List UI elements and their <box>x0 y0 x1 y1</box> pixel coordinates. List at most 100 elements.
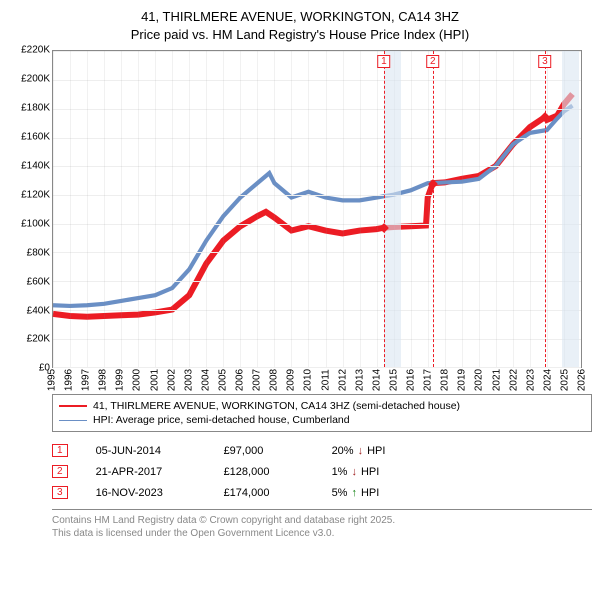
y-tick-label: £60K <box>27 276 50 287</box>
x-tick-label: 2007 <box>252 369 263 391</box>
x-tick-label: 2012 <box>337 369 348 391</box>
event-row: 221-APR-2017£128,0001%↓HPI <box>52 461 592 482</box>
event-delta: 20%↓HPI <box>332 445 386 457</box>
event-dashline <box>433 51 434 367</box>
series-hpi <box>53 106 572 306</box>
legend: 41, THIRLMERE AVENUE, WORKINGTON, CA14 3… <box>52 394 592 432</box>
gridline-v <box>138 51 139 367</box>
x-axis: 1995199619971998199920002001200220032004… <box>52 368 582 390</box>
event-number: 1 <box>52 444 68 457</box>
event-marker-label: 2 <box>426 55 440 68</box>
x-tick-label: 2014 <box>371 369 382 391</box>
footer: Contains HM Land Registry data © Crown c… <box>52 509 592 540</box>
gridline-v <box>581 51 582 367</box>
x-tick-label: 2001 <box>149 369 160 391</box>
gridline-v <box>377 51 378 367</box>
x-tick-label: 1996 <box>64 369 75 391</box>
event-date: 16-NOV-2023 <box>96 487 196 499</box>
x-tick-label: 2008 <box>269 369 280 391</box>
x-tick-label: 2018 <box>440 369 451 391</box>
gridline-v <box>104 51 105 367</box>
event-delta-pct: 5% <box>332 487 348 499</box>
legend-swatch <box>59 405 87 407</box>
legend-label: 41, THIRLMERE AVENUE, WORKINGTON, CA14 3… <box>93 400 460 412</box>
highlight-band <box>562 51 579 367</box>
gridline-v <box>257 51 258 367</box>
x-tick-label: 2010 <box>303 369 314 391</box>
gridline-h <box>53 339 581 340</box>
x-tick-label: 2019 <box>457 369 468 391</box>
y-axis: £0£20K£40K£60K£80K£100K£120K£140K£160K£1… <box>8 50 52 368</box>
footer-line-1: Contains HM Land Registry data © Crown c… <box>52 514 592 527</box>
gridline-v <box>87 51 88 367</box>
legend-swatch <box>59 420 87 421</box>
gridline-v <box>479 51 480 367</box>
gridline-h <box>53 224 581 225</box>
x-tick-label: 2015 <box>388 369 399 391</box>
x-tick-label: 2023 <box>525 369 536 391</box>
y-tick-label: £200K <box>21 74 50 85</box>
gridline-v <box>360 51 361 367</box>
x-tick-label: 2004 <box>200 369 211 391</box>
event-dashline <box>545 51 546 367</box>
x-tick-label: 2016 <box>406 369 417 391</box>
gridline-h <box>53 109 581 110</box>
gridline-v <box>155 51 156 367</box>
gridline-v <box>189 51 190 367</box>
gridline-v <box>274 51 275 367</box>
gridline-v <box>513 51 514 367</box>
event-number: 3 <box>52 486 68 499</box>
event-number: 2 <box>52 465 68 478</box>
x-tick-label: 2024 <box>542 369 553 391</box>
event-row: 105-JUN-2014£97,00020%↓HPI <box>52 440 592 461</box>
gridline-h <box>53 195 581 196</box>
x-tick-label: 2026 <box>577 369 588 391</box>
gridline-v <box>530 51 531 367</box>
x-tick-label: 1995 <box>47 369 58 391</box>
x-tick-label: 1999 <box>115 369 126 391</box>
gridline-h <box>53 252 581 253</box>
gridline-v <box>223 51 224 367</box>
gridline-v <box>445 51 446 367</box>
x-tick-label: 1998 <box>98 369 109 391</box>
gridline-v <box>70 51 71 367</box>
x-tick-label: 2006 <box>235 369 246 391</box>
y-tick-label: £120K <box>21 189 50 200</box>
gridline-v <box>411 51 412 367</box>
gridline-v <box>496 51 497 367</box>
plot-area: 123 <box>52 50 582 368</box>
gridline-v <box>172 51 173 367</box>
gridline-v <box>121 51 122 367</box>
gridline-v <box>206 51 207 367</box>
event-delta-suffix: HPI <box>367 445 385 457</box>
arrow-down-icon: ↓ <box>351 466 357 478</box>
y-tick-label: £100K <box>21 218 50 229</box>
x-tick-label: 2003 <box>183 369 194 391</box>
y-tick-label: £160K <box>21 132 50 143</box>
series-price_paid <box>53 94 572 317</box>
legend-item: HPI: Average price, semi-detached house,… <box>59 413 585 427</box>
event-delta-suffix: HPI <box>361 466 379 478</box>
y-tick-label: £80K <box>27 247 50 258</box>
x-tick-label: 2017 <box>423 369 434 391</box>
line-series-svg <box>53 51 581 367</box>
legend-label: HPI: Average price, semi-detached house,… <box>93 414 350 426</box>
gridline-h <box>53 51 581 52</box>
gridline-h <box>53 166 581 167</box>
y-tick-label: £20K <box>27 334 50 345</box>
y-tick-label: £180K <box>21 103 50 114</box>
gridline-v <box>308 51 309 367</box>
gridline-v <box>326 51 327 367</box>
gridline-v <box>53 51 54 367</box>
event-price: £174,000 <box>224 487 304 499</box>
gridline-v <box>547 51 548 367</box>
gridline-h <box>53 138 581 139</box>
gridline-h <box>53 281 581 282</box>
event-delta-pct: 20% <box>332 445 354 457</box>
event-date: 05-JUN-2014 <box>96 445 196 457</box>
event-delta-pct: 1% <box>332 466 348 478</box>
x-tick-label: 2021 <box>491 369 502 391</box>
y-tick-label: £40K <box>27 305 50 316</box>
event-dashline <box>384 51 385 367</box>
gridline-v <box>240 51 241 367</box>
